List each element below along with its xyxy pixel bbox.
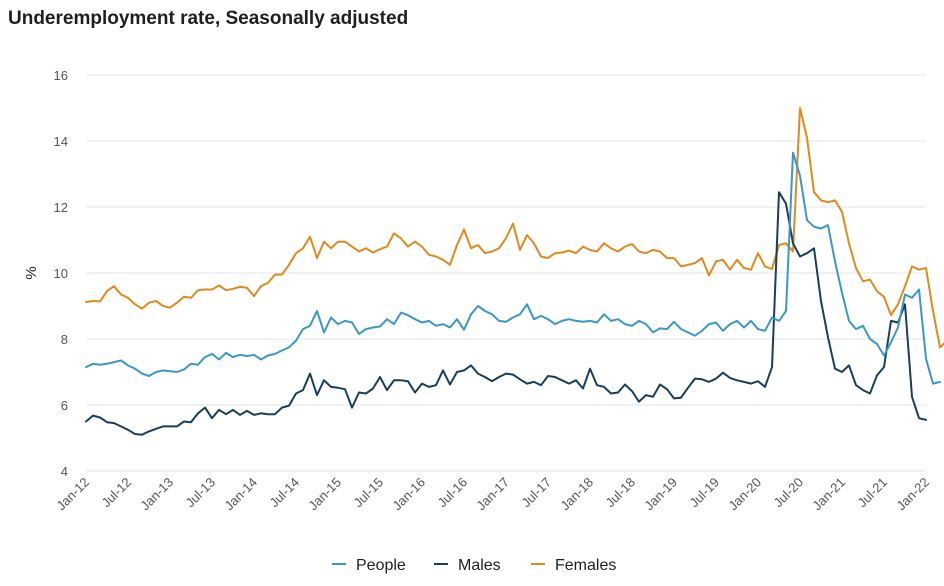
x-tick-label: Jul-13	[182, 475, 218, 511]
legend-label-females: Females	[555, 557, 616, 574]
x-tick-label: Jan-19	[641, 475, 680, 514]
y-tick-label: 16	[54, 68, 68, 83]
gridlines	[86, 74, 926, 472]
x-tick-label: Jul-17	[518, 475, 554, 511]
x-tick-label: Jul-19	[686, 475, 722, 511]
y-tick-label: 6	[61, 398, 68, 413]
x-tick-label: Jan-20	[725, 475, 764, 514]
x-tick-label: Jan-22	[893, 475, 932, 514]
legend-label-people: People	[356, 557, 406, 574]
y-tick-label: 8	[61, 332, 68, 347]
x-tick-label: Jan-15	[305, 475, 344, 514]
x-tick-label: Jul-12	[98, 475, 134, 511]
y-axis-ticks: 4 6 8 10 12 14 16	[54, 68, 68, 479]
x-tick-label: Jul-18	[602, 475, 638, 511]
series-line-males	[85, 191, 927, 436]
x-tick-label: Jul-16	[434, 475, 470, 511]
legend: People Males Females	[332, 557, 616, 574]
series-line-females	[85, 107, 944, 349]
x-axis-ticks: Jan-12 Jul-12 Jan-13 Jul-13 Jan-14 Jul-14 Jan-…	[53, 475, 932, 514]
x-tick-label: Jan-17	[473, 475, 512, 514]
x-tick-label: Jan-13	[137, 475, 176, 514]
chart-title: Underemployment rate, Seasonally adjuste…	[8, 8, 409, 29]
x-tick-label: Jan-14	[221, 475, 260, 514]
x-tick-label: Jul-15	[350, 475, 386, 511]
x-tick-label: Jan-18	[557, 475, 596, 514]
y-tick-label: 4	[61, 464, 68, 479]
y-tick-label: 10	[54, 266, 68, 281]
x-tick-label: Jul-20	[770, 475, 806, 511]
y-tick-label: 12	[54, 200, 68, 215]
x-tick-label: Jan-12	[53, 475, 92, 514]
series-line-people	[85, 151, 941, 385]
legend-label-males: Males	[458, 557, 501, 574]
y-tick-label: 14	[54, 134, 68, 149]
x-tick-label: Jul-21	[854, 475, 890, 511]
x-tick-label: Jan-16	[389, 475, 428, 514]
y-axis-label: %	[23, 266, 40, 279]
series-lines	[85, 107, 944, 436]
x-tick-label: Jan-21	[809, 475, 848, 514]
x-tick-label: Jul-14	[266, 475, 302, 511]
